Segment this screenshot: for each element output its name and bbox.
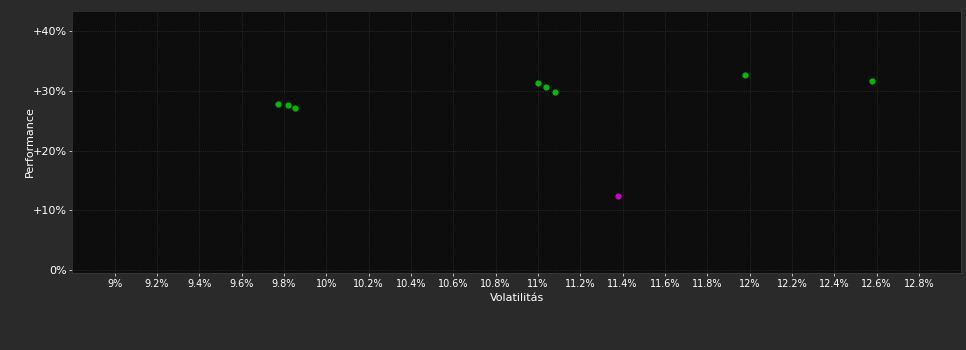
Point bbox=[738, 72, 753, 78]
Point bbox=[530, 80, 546, 86]
Point bbox=[547, 89, 562, 95]
Point bbox=[270, 101, 285, 106]
X-axis label: Volatilitás: Volatilitás bbox=[490, 293, 544, 303]
Point bbox=[611, 193, 626, 199]
Y-axis label: Performance: Performance bbox=[25, 106, 35, 177]
Point bbox=[539, 85, 554, 90]
Point bbox=[865, 79, 880, 84]
Point bbox=[287, 105, 302, 111]
Point bbox=[280, 103, 296, 108]
